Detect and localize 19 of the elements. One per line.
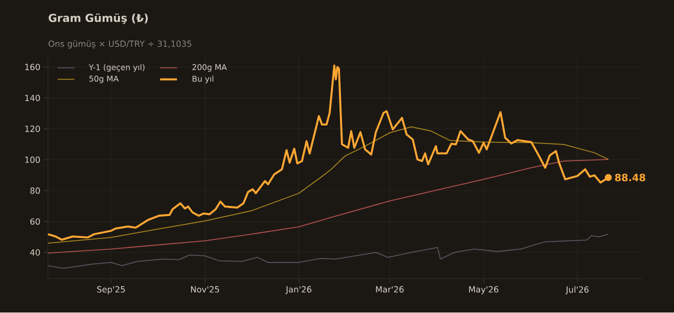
line-series [48, 234, 609, 270]
x-tick-label: May'26 [469, 286, 498, 294]
y-tick-label: 100 [25, 156, 40, 164]
x-tick-label: Sep'25 [97, 286, 125, 294]
y-tick-label: 140 [25, 94, 40, 102]
y-tick-label: 40 [30, 249, 40, 256]
x-tick-label: Mar'26 [376, 286, 404, 293]
x-tick-label: Jul'26 [565, 286, 589, 295]
line-series [48, 159, 609, 254]
line-series [48, 126, 609, 244]
y-tick-label: 80 [30, 188, 40, 194]
y-tick-label: 160 [25, 64, 40, 70]
x-tick-label: Nov'25 [191, 286, 219, 293]
y-tick-label: 120 [25, 126, 40, 132]
y-tick-label: 60 [30, 218, 40, 225]
chart-title: Gram Gümüş (₺) [48, 14, 148, 24]
annotation: 88.48 [615, 174, 646, 182]
chart-subtitle: Ons gümüş × USD/TRY ÷ 31,1035 [48, 40, 192, 49]
x-tick-label: Jan'26 [285, 286, 312, 294]
